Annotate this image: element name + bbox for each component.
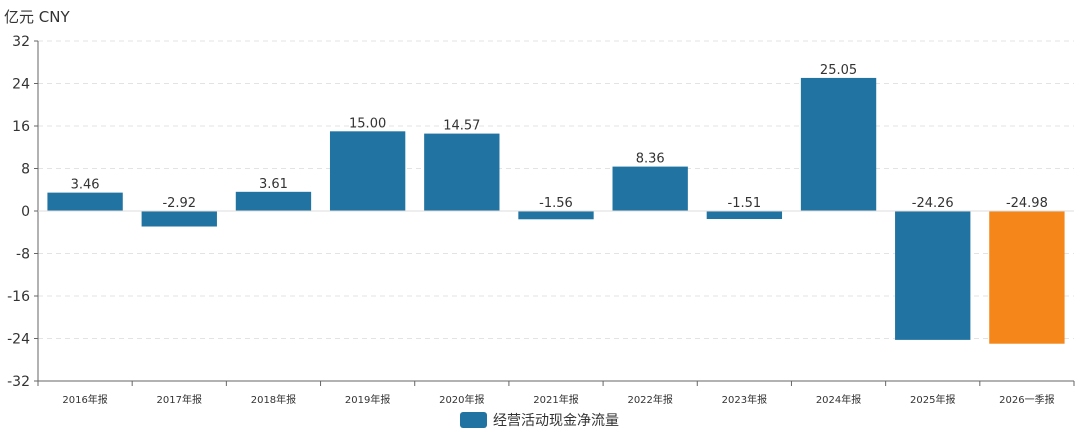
- data-label: 15.00: [349, 116, 386, 131]
- bar: [235, 191, 312, 211]
- y-tick-label: 24: [12, 77, 30, 93]
- y-tick-label: -32: [7, 374, 30, 390]
- x-tick-label: 2023年报: [722, 393, 767, 406]
- bar: [706, 211, 783, 220]
- bar: [518, 211, 594, 220]
- axes: 32 24 16 8 0 -8 -16 -24 -32 2016年报 2017年报 2018年报 201…: [7, 34, 1075, 406]
- y-tick-label: 8: [21, 162, 30, 178]
- bar: [141, 211, 217, 227]
- bar: [329, 131, 406, 211]
- legend-label: 经营活动现金净流量: [493, 413, 619, 429]
- y-tick-label: 0: [21, 204, 30, 220]
- bar: [895, 211, 971, 340]
- y-tick-label: 32: [12, 34, 30, 50]
- x-tick-label: 2025年报: [910, 393, 955, 406]
- bar: [47, 192, 123, 211]
- x-tick-label: 2018年报: [251, 393, 296, 406]
- y-tick-label: -8: [16, 247, 30, 263]
- data-label: -24.26: [912, 196, 954, 211]
- x-tick-label: 2016年报: [62, 393, 107, 406]
- y-tick-label: -16: [7, 289, 30, 305]
- data-label: -24.98: [1006, 196, 1048, 211]
- x-tick-label: 2017年报: [157, 393, 202, 406]
- data-label: -2.92: [162, 196, 196, 211]
- data-labels: 3.46 -2.92 3.61 15.00 14.57 -1.56 8.36 -1.51 25.…: [71, 63, 1048, 211]
- legend-swatch: [460, 412, 487, 428]
- x-tick-label: 2024年报: [816, 393, 861, 406]
- data-label: 25.05: [820, 63, 857, 78]
- data-label: -1.56: [539, 196, 573, 211]
- data-label: 3.61: [259, 177, 288, 192]
- y-tick-label: 16: [12, 119, 30, 135]
- data-label: 8.36: [636, 152, 665, 167]
- x-tick-label: 2022年报: [627, 393, 672, 406]
- x-tick-label: 2020年报: [439, 393, 484, 406]
- data-label: -1.51: [728, 196, 762, 211]
- data-label: 14.57: [443, 119, 480, 134]
- legend[interactable]: 经营活动现金净流量: [460, 410, 619, 430]
- x-tick-label: 2026一季报: [999, 393, 1054, 406]
- x-tick-label: 2019年报: [345, 393, 390, 406]
- x-tick-label: 2021年报: [533, 393, 578, 406]
- y-tick-label: -24: [7, 332, 30, 348]
- bar: [989, 211, 1065, 344]
- bars: [47, 77, 1065, 344]
- bar: [612, 166, 688, 211]
- bar: [424, 133, 500, 211]
- data-label: 3.46: [71, 178, 100, 193]
- y-axis-unit-label: 亿元 CNY: [4, 8, 70, 26]
- bar: [800, 77, 877, 211]
